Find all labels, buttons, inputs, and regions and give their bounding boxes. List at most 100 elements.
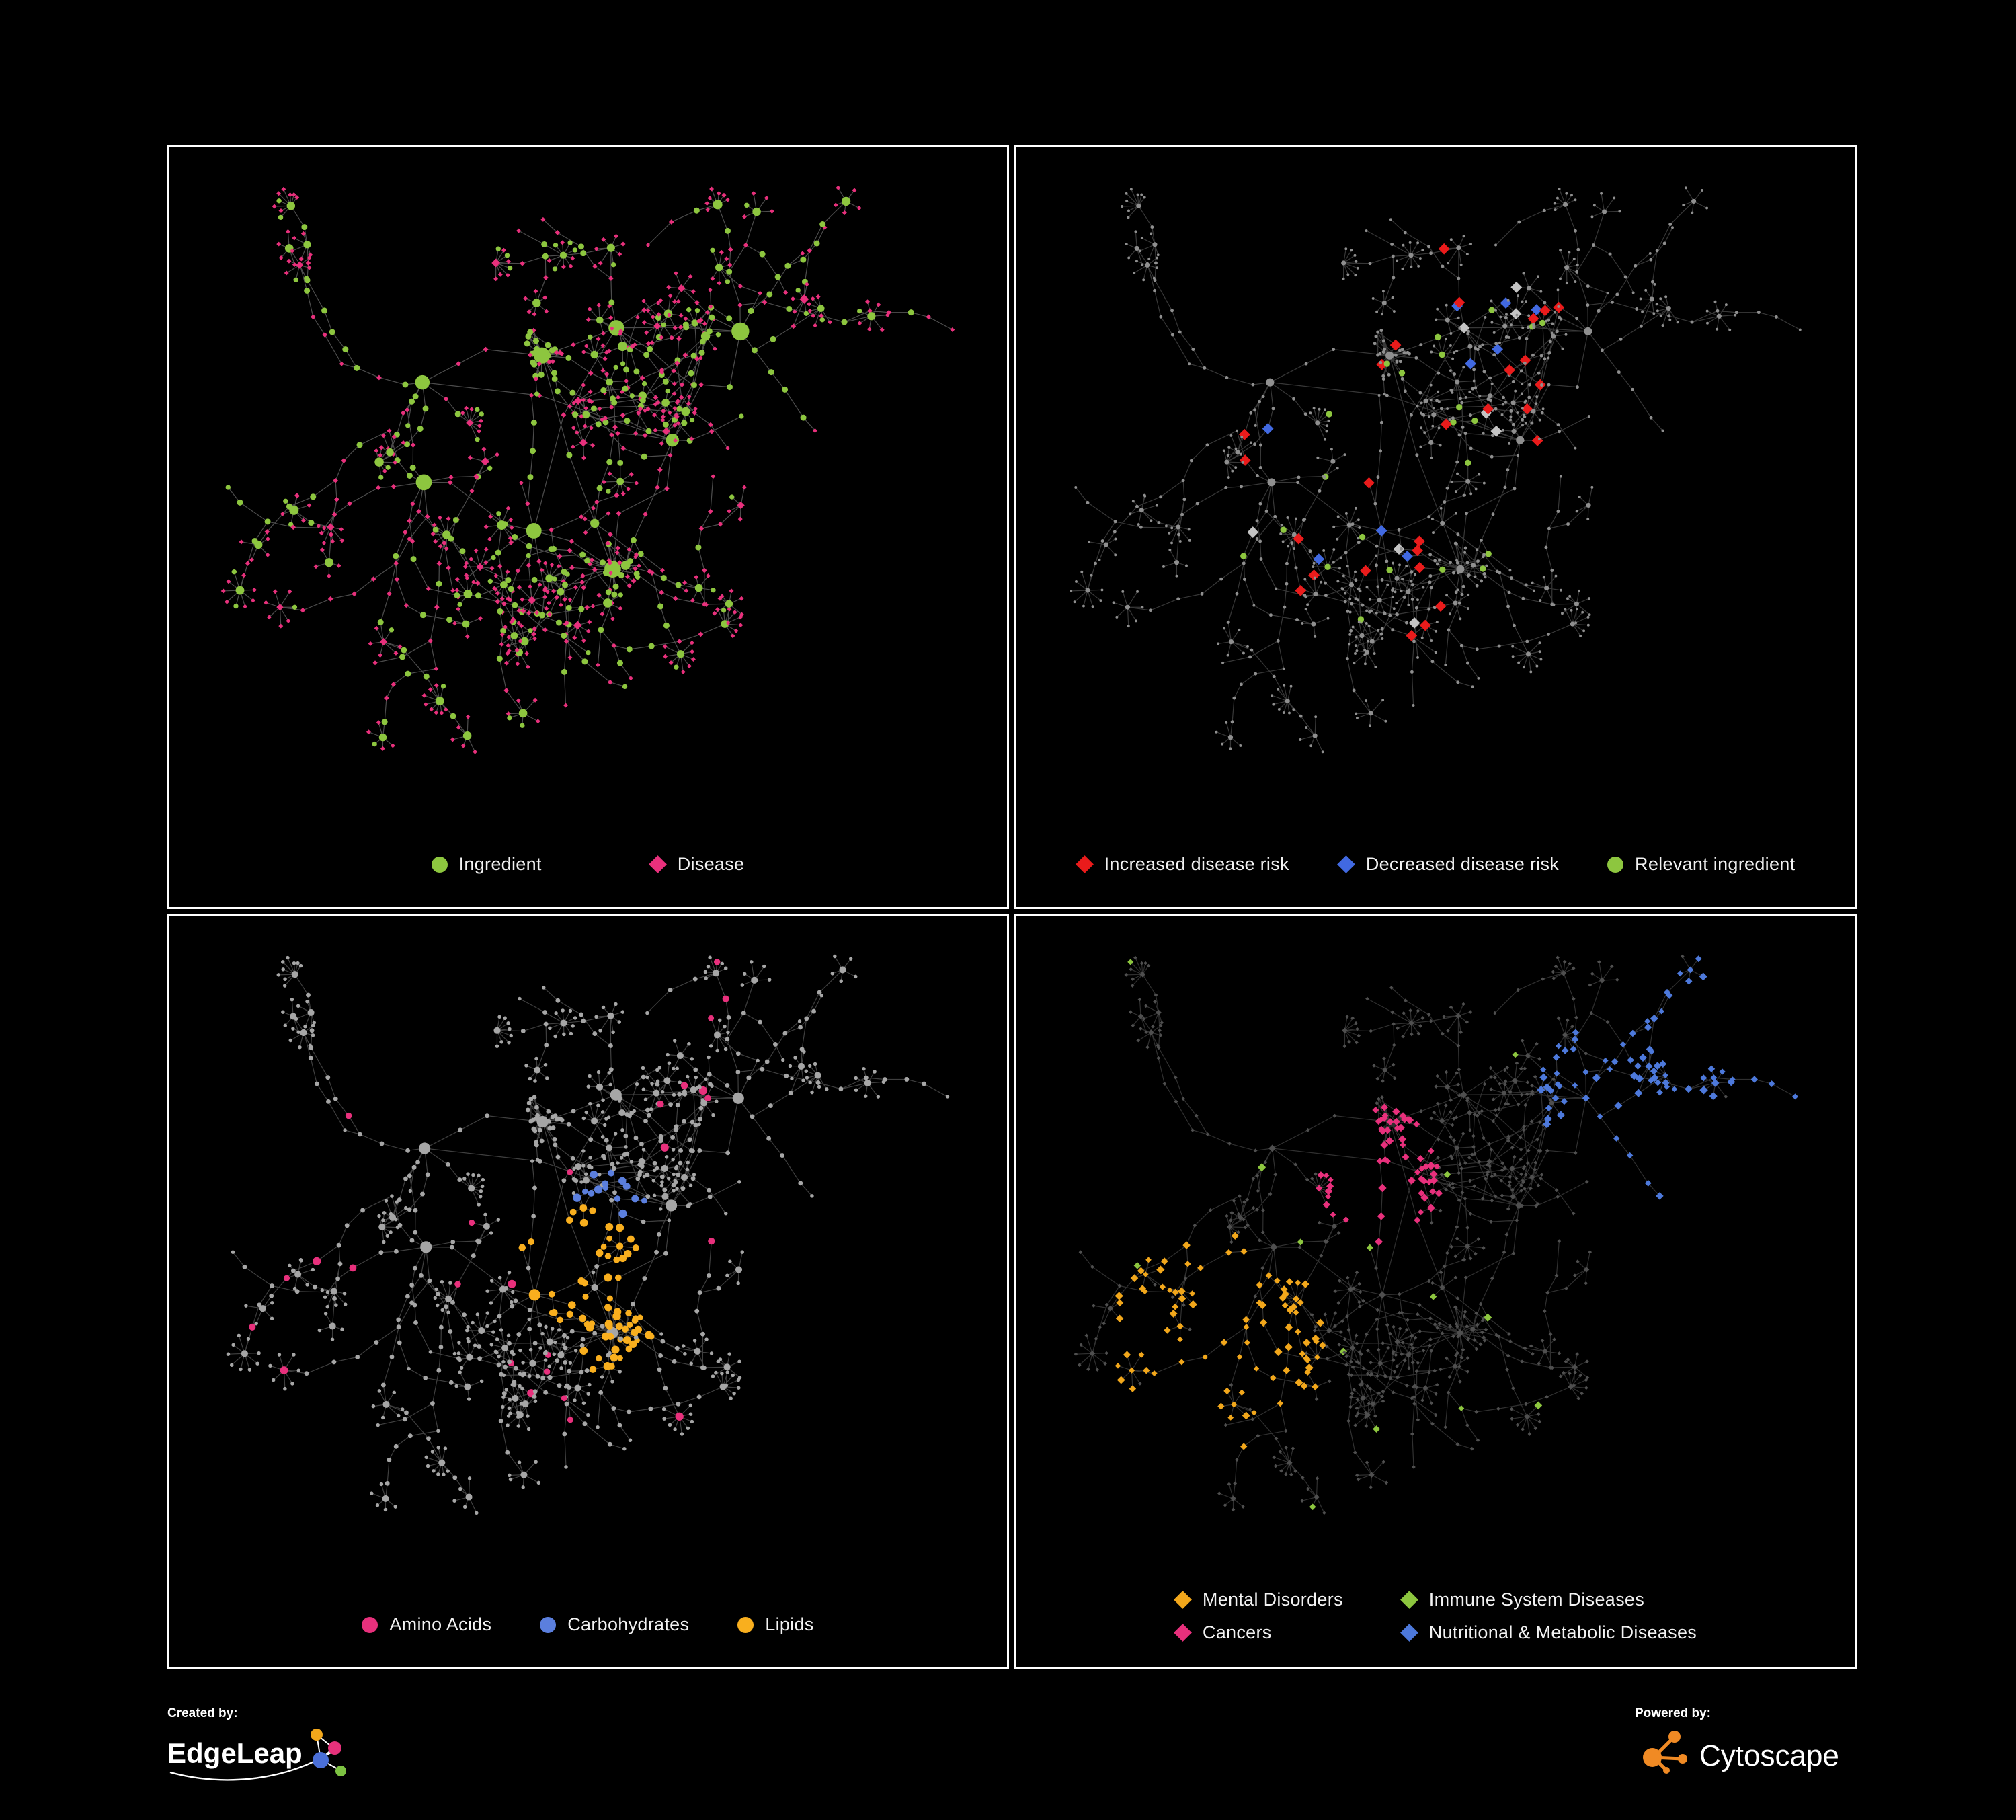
network-node [1231,469,1234,473]
network-node [1308,549,1312,553]
network-node [1520,392,1523,395]
network-node [1539,319,1546,327]
network-node [653,1089,660,1097]
network-node [1240,1247,1248,1255]
network-node [285,229,290,234]
network-node [281,960,285,964]
network-node [485,1311,490,1315]
network-node [465,1493,473,1501]
network-node [1353,662,1356,665]
network-node [1259,443,1262,447]
network-node [1251,383,1255,387]
network-node [1375,1238,1383,1247]
network-node [1352,688,1356,693]
network-node [1383,393,1386,395]
legend-disease-class: Mental Disorders Cancers Immune System Dis… [1016,1589,1855,1643]
network-node [839,966,846,974]
network-node [1255,1207,1260,1212]
network-node [1084,1333,1089,1338]
network-node [1357,1281,1362,1286]
network-node [1299,738,1302,741]
network-node [540,1331,545,1336]
legend-label: Lipids [765,1614,814,1634]
network-node [527,584,532,589]
network-node [1659,1060,1667,1068]
network-node [1570,1024,1574,1029]
network-node [446,617,453,623]
network-node [606,243,615,252]
network-node [1508,442,1511,445]
network-node [526,610,532,616]
network-node [1327,419,1330,422]
network-node [1143,1367,1150,1374]
network-node [1462,366,1465,369]
network-node [540,216,546,222]
network-node [676,335,682,342]
network-node [1466,661,1469,665]
network-node [573,1177,578,1183]
network-node [1156,253,1160,257]
network-node [239,539,244,545]
network-node [1107,1305,1114,1312]
network-node [1482,1082,1487,1086]
network-node [625,574,631,580]
network-node [1475,584,1479,588]
network-node [596,1070,601,1074]
network-node [1369,609,1373,613]
network-node [1493,1011,1497,1015]
network-node [544,309,549,314]
network-node [719,249,724,255]
network-node [1490,1174,1494,1179]
network-node [618,1209,627,1218]
network-node [615,545,621,551]
network-node [1517,220,1521,224]
network-node [1450,481,1453,483]
network-node [1429,586,1433,590]
network-node [561,1008,565,1013]
network-node [527,1327,532,1332]
network-node [583,1320,591,1328]
network-node [445,1162,450,1167]
network-node [308,1043,313,1047]
network-node [1543,301,1547,305]
network-node [1127,209,1130,212]
network-node [865,299,870,305]
network-node [1346,1372,1351,1377]
network-node [1318,407,1321,411]
network-node [1337,1279,1342,1283]
network-node [1572,1029,1580,1036]
network-node [1363,649,1367,651]
network-node [668,988,673,993]
network-node [1444,1084,1451,1091]
network-node [458,1370,462,1374]
network-node [374,457,384,467]
network-node [637,1172,642,1177]
network-node [1503,1101,1508,1106]
network-node [551,375,558,382]
network-node [727,606,732,612]
network-node [873,1070,877,1074]
network-node [613,1256,620,1263]
network-node [1392,1117,1400,1125]
network-node [854,1088,858,1093]
network-node [1229,1210,1234,1215]
ingredient-disease-network-canvas [220,185,955,754]
network-node [1586,303,1590,307]
network-node [1556,1082,1563,1090]
network-node [1459,1355,1464,1360]
network-node [1224,486,1228,489]
network-node [1330,448,1333,451]
network-node [1529,1091,1533,1096]
network-node [378,445,384,450]
network-node [690,352,697,359]
network-node [1474,1409,1479,1414]
network-node [532,636,537,641]
network-node [1363,477,1375,489]
network-node [444,546,449,551]
network-node [548,1026,552,1031]
network-node [655,400,661,405]
network-node [506,1021,510,1025]
network-node [1551,322,1554,325]
network-node [1457,571,1460,575]
network-node [1474,1311,1478,1316]
